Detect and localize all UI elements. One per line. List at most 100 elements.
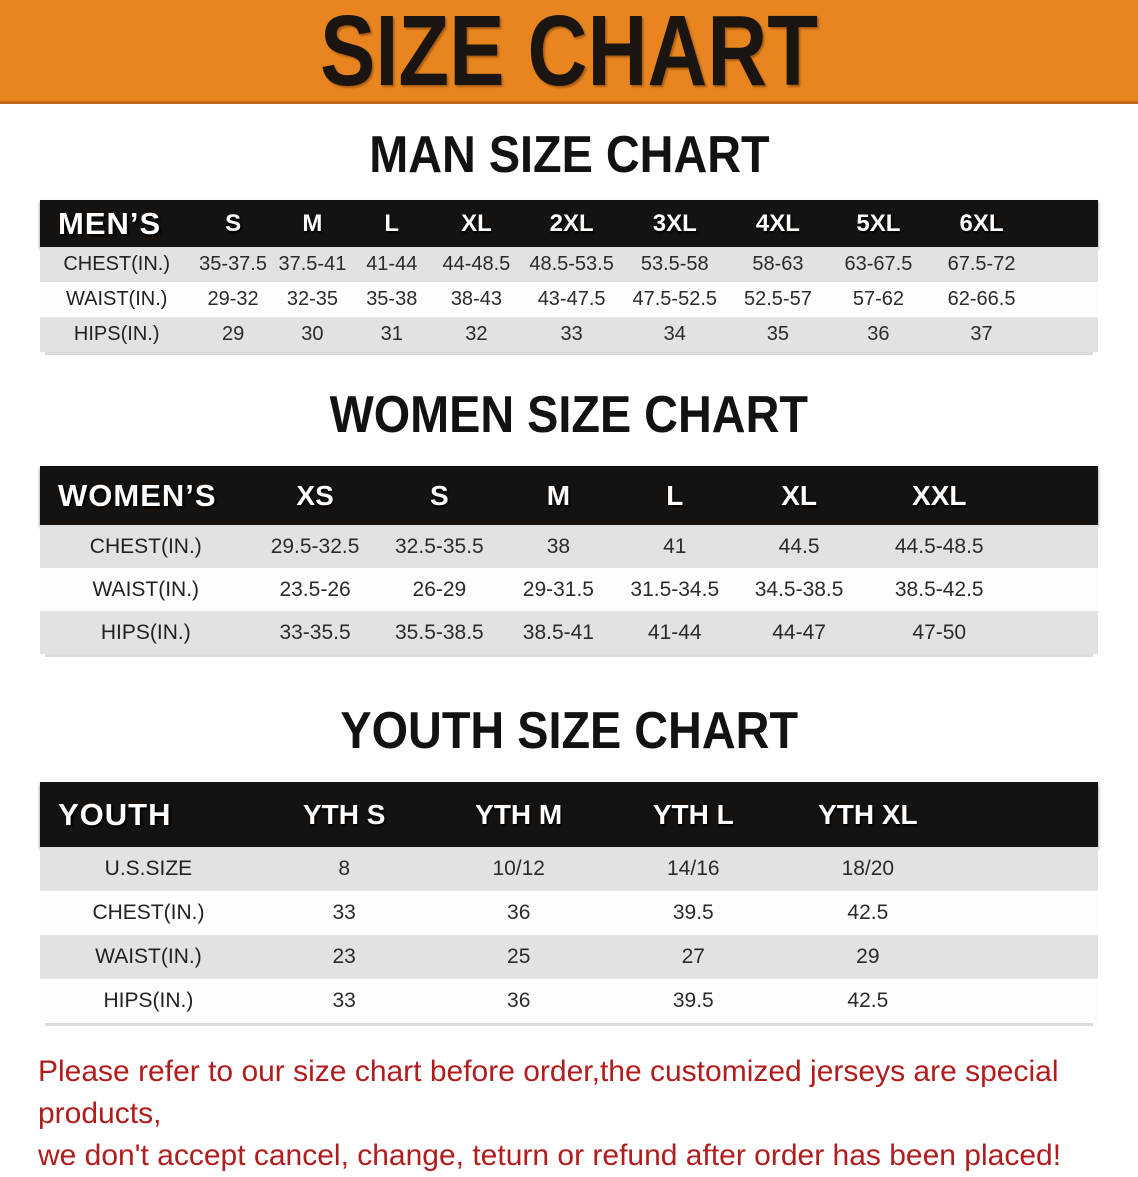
value-cell: 31.5-34.5 bbox=[630, 577, 720, 601]
size-header-cell: S bbox=[225, 209, 242, 237]
size-header-cell: S bbox=[430, 479, 449, 511]
value-cell: 63-67.5 bbox=[844, 253, 913, 275]
value-cell: 25 bbox=[507, 945, 531, 968]
order-policy-note-line1: Please refer to our size chart before or… bbox=[38, 1055, 1059, 1130]
value-cell: 36 bbox=[507, 989, 531, 1012]
group-header-cell: YOUTH bbox=[58, 796, 172, 832]
value-cell: 27 bbox=[681, 945, 705, 968]
value-cell: 43-47.5 bbox=[537, 288, 606, 310]
size-header-cell: 3XL bbox=[652, 209, 697, 237]
value-cell: 35-38 bbox=[366, 288, 418, 310]
value-cell: 32 bbox=[465, 323, 488, 345]
value-cell: 29-31.5 bbox=[522, 577, 594, 601]
value-cell: 47-50 bbox=[912, 620, 967, 644]
group-header-cell: MEN’S bbox=[58, 205, 162, 241]
youth-section-title: YOUTH SIZE CHART bbox=[0, 702, 1138, 760]
measurement-row: CHEST(IN.) 35-37.5 37.5-41 41-44 44-48.5 48.5… bbox=[40, 247, 1098, 282]
value-cell: 26-29 bbox=[412, 577, 467, 601]
value-cell: 34.5-38.5 bbox=[754, 577, 844, 601]
size-header-cell: M bbox=[546, 479, 571, 511]
size-header-cell: XL bbox=[781, 479, 817, 511]
measurement-row: WAIST(IN.) 29-32 32-35 35-38 38-43 43-47.5 47.… bbox=[40, 282, 1098, 317]
value-cell: 29.5-32.5 bbox=[270, 534, 360, 558]
row-label-cell: WAIST(IN.) bbox=[95, 945, 202, 968]
value-cell: 29 bbox=[221, 323, 245, 345]
value-cell: 44-47 bbox=[772, 620, 826, 644]
order-policy-note: Please refer to our size chart before or… bbox=[38, 1051, 1100, 1177]
value-cell: 44.5 bbox=[778, 534, 820, 558]
youth-size-table: YOUTH YTH S YTH M YTH L YTH XL U.S.SIZE 8 10/12… bbox=[40, 782, 1098, 1023]
row-label-cell: CHEST(IN.) bbox=[63, 253, 171, 275]
value-cell: 38.5-41 bbox=[522, 620, 594, 644]
value-cell: 67.5-72 bbox=[947, 253, 1016, 275]
youth-section-title-text: YOUTH SIZE CHART bbox=[340, 702, 798, 760]
value-cell: 37 bbox=[970, 323, 993, 345]
women-size-table: WOMEN’S XS S M L XL XXL CHEST(IN.) 29.5-32.5 32.5… bbox=[40, 466, 1098, 654]
value-cell: 41-44 bbox=[366, 253, 418, 275]
banner-title: SIZE CHART bbox=[320, 0, 818, 107]
order-policy-note-line2: we don't accept cancel, change, teturn o… bbox=[38, 1139, 1062, 1172]
value-cell bbox=[1013, 525, 1098, 568]
size-header-cell: XXL bbox=[912, 479, 967, 511]
value-cell: 31 bbox=[380, 323, 403, 345]
value-cell: 33 bbox=[332, 901, 356, 924]
size-header-cell: L bbox=[666, 479, 684, 511]
value-cell: 47.5-52.5 bbox=[632, 288, 718, 310]
value-cell: 18/20 bbox=[841, 857, 895, 880]
value-cell: 39.5 bbox=[672, 901, 714, 924]
group-header-cell: WOMEN’S bbox=[58, 477, 217, 513]
row-label-cell: WAIST(IN.) bbox=[92, 577, 200, 601]
size-header-cell: YTH XL bbox=[818, 798, 918, 830]
row-label-cell: HIPS(IN.) bbox=[100, 620, 191, 644]
size-header-row: WOMEN’S XS S M L XL XXL bbox=[40, 466, 1098, 525]
size-header-cell: 4XL bbox=[755, 209, 800, 237]
value-cell bbox=[955, 979, 1098, 1023]
measurement-row: CHEST(IN.) 33 36 39.5 42.5 bbox=[40, 891, 1098, 935]
value-cell: 36 bbox=[507, 901, 531, 924]
row-label-cell: CHEST(IN.) bbox=[92, 901, 205, 924]
size-header-cell: L bbox=[384, 209, 400, 237]
row-label-cell: HIPS(IN.) bbox=[103, 989, 194, 1012]
size-chart-banner: SIZE CHART bbox=[0, 0, 1138, 104]
value-cell: 14/16 bbox=[667, 857, 720, 880]
value-cell bbox=[955, 847, 1098, 891]
value-cell: 29 bbox=[856, 945, 880, 968]
man-section-title: MAN SIZE CHART bbox=[0, 126, 1138, 184]
value-cell: 53.5-58 bbox=[640, 253, 709, 275]
value-cell: 41-44 bbox=[647, 620, 702, 644]
measurement-row: HIPS(IN.) 29 30 31 32 33 34 35 36 37 bbox=[40, 317, 1098, 352]
row-label-cell: HIPS(IN.) bbox=[73, 323, 160, 345]
value-cell: 23 bbox=[332, 945, 356, 968]
row-label-cell: CHEST(IN.) bbox=[89, 534, 202, 558]
size-header-cell: XS bbox=[296, 479, 334, 511]
size-header-cell: YTH L bbox=[652, 798, 734, 830]
value-cell: 35-37.5 bbox=[199, 253, 267, 275]
row-label-cell: U.S.SIZE bbox=[104, 857, 193, 880]
value-cell: 38.5-42.5 bbox=[894, 577, 984, 601]
row-label-cell: WAIST(IN.) bbox=[65, 288, 168, 310]
value-cell: 44-48.5 bbox=[442, 253, 511, 275]
man-section-title-text: MAN SIZE CHART bbox=[368, 126, 770, 184]
value-cell: 62-66.5 bbox=[947, 288, 1016, 310]
measurement-row: U.S.SIZE 8 10/12 14/16 18/20 bbox=[40, 847, 1098, 891]
size-header-cell: 2XL bbox=[549, 209, 594, 237]
measurement-row: WAIST(IN.) 23 25 27 29 bbox=[40, 935, 1098, 979]
value-cell bbox=[1013, 611, 1098, 654]
size-header-cell bbox=[1013, 466, 1098, 525]
size-header-row: YOUTH YTH S YTH M YTH L YTH XL bbox=[40, 782, 1098, 847]
value-cell: 41 bbox=[663, 534, 687, 558]
value-cell bbox=[1034, 317, 1098, 352]
value-cell: 38-43 bbox=[450, 288, 502, 310]
value-cell: 35.5-38.5 bbox=[395, 620, 484, 644]
value-cell: 32.5-35.5 bbox=[395, 534, 484, 558]
size-header-cell bbox=[1034, 200, 1098, 247]
value-cell: 33 bbox=[560, 323, 583, 345]
value-cell: 57-62 bbox=[852, 288, 904, 310]
size-header-cell: 5XL bbox=[856, 209, 901, 237]
measurement-row: WAIST(IN.) 23.5-26 26-29 29-31.5 31.5-34.5 34… bbox=[40, 568, 1098, 611]
size-header-cell: XL bbox=[461, 209, 492, 237]
value-cell bbox=[1034, 282, 1098, 317]
value-cell bbox=[955, 935, 1098, 979]
measurement-row: CHEST(IN.) 29.5-32.5 32.5-35.5 38 41 44.5 44.5… bbox=[40, 525, 1098, 568]
size-header-cell: M bbox=[302, 209, 323, 237]
